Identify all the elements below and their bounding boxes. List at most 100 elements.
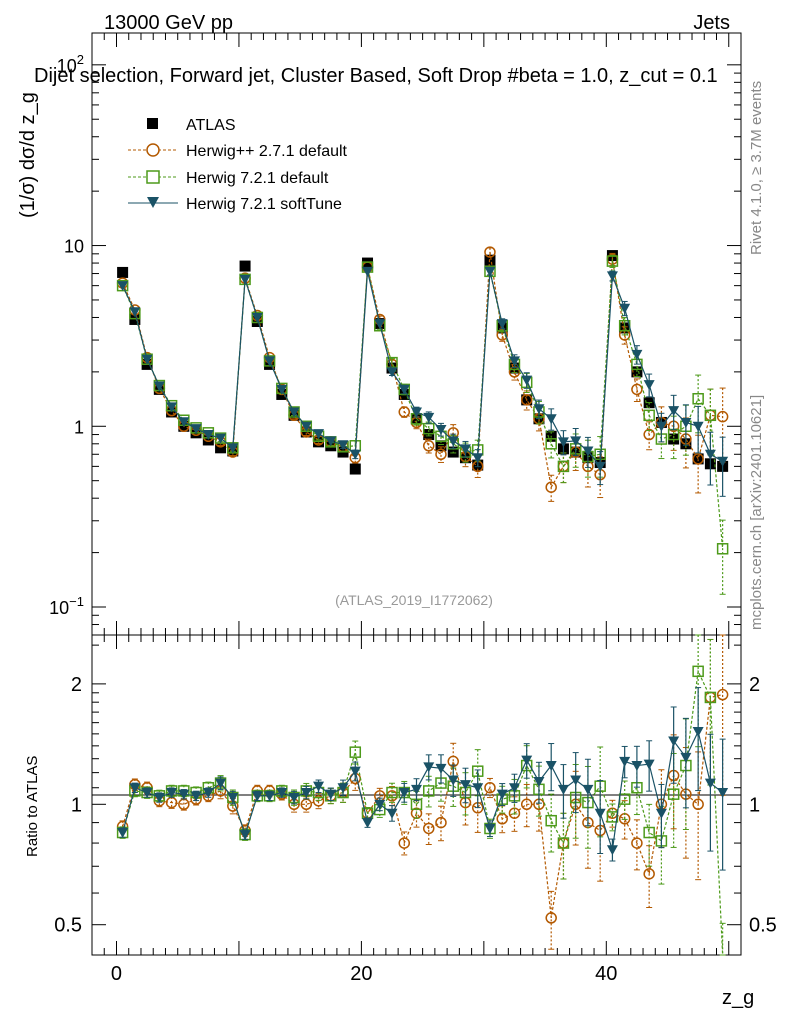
series-line — [122, 261, 724, 549]
data-point — [264, 356, 276, 367]
main-y-tick-label: 1 — [74, 417, 84, 437]
data-point — [521, 375, 533, 386]
ratio-point — [692, 727, 704, 738]
data-point — [141, 354, 153, 365]
data-point — [631, 349, 643, 360]
data-point — [398, 384, 410, 395]
data-point — [619, 303, 631, 314]
ratio-point — [288, 792, 300, 803]
ratio-line — [122, 729, 723, 850]
ratio-point — [606, 845, 618, 856]
ratio-point — [129, 783, 141, 794]
data-point — [374, 319, 386, 330]
legend-marker-herwig7-default — [146, 170, 160, 184]
data-point — [704, 449, 716, 460]
legend-marker-herwig7-softtune — [147, 197, 159, 208]
data-point — [545, 414, 557, 425]
ratio-point — [325, 789, 337, 800]
selection-title: Dijet selection, Forward jet, Cluster Ba… — [34, 65, 718, 87]
main-y-tick-label: 10−1 — [49, 594, 84, 618]
ratio-point — [227, 792, 239, 803]
ratio-point — [545, 912, 557, 924]
ratio-series-layer — [116, 634, 729, 956]
data-point — [594, 461, 606, 472]
ratio-series-2 — [117, 687, 729, 871]
data-point — [300, 421, 312, 432]
data-point — [508, 356, 520, 367]
data-point — [411, 407, 422, 418]
data-point — [643, 409, 655, 422]
ratio-point — [484, 781, 496, 794]
ratio-point — [631, 761, 643, 772]
data-point — [484, 266, 496, 277]
data-point — [484, 246, 496, 258]
ratio-point — [533, 777, 545, 788]
ratio-point — [692, 665, 704, 678]
ratio-point — [557, 837, 570, 849]
data-point — [129, 307, 141, 318]
ratio-point — [570, 775, 582, 786]
data-point — [631, 383, 643, 396]
ratio-point — [349, 766, 361, 777]
ratio-point — [472, 783, 484, 794]
data-point — [313, 429, 325, 440]
ratio-point — [362, 818, 374, 829]
data-point — [643, 428, 655, 441]
x-axis-ticks: 0 20 40 — [103, 33, 730, 985]
legend-marker-herwigpp — [146, 143, 160, 157]
data-point — [362, 266, 374, 277]
analysis-id-label: (ATLAS_2019_I1772062) — [335, 592, 493, 608]
ratio-point — [643, 868, 655, 880]
y-axis-label-main: (1/σ) dσ/d z_g — [17, 92, 39, 218]
legend-label-herwig7-default: Herwig 7.2.1 default — [186, 170, 329, 187]
data-point — [692, 393, 704, 405]
ratio-point — [239, 830, 251, 841]
data-point — [496, 319, 508, 330]
x-tick-label: 40 — [595, 963, 617, 985]
ratio-point — [251, 791, 263, 802]
ratio-axis-ticks: 0.5 0.5 1 1 2 2 — [54, 644, 777, 937]
data-point — [472, 453, 484, 464]
ratio-point — [496, 789, 508, 800]
ratio-point — [680, 752, 692, 763]
data-point — [668, 406, 680, 417]
data-point — [202, 430, 214, 441]
ratio-y-tick-label-right: 0.5 — [749, 915, 777, 937]
ratio-point — [313, 781, 325, 792]
ratio-point — [459, 780, 471, 791]
data-point — [117, 281, 129, 292]
ratio-point — [153, 792, 165, 803]
series-2 — [116, 254, 729, 595]
data-point — [435, 424, 447, 435]
ratio-point — [496, 813, 508, 825]
data-point — [239, 260, 251, 272]
main-y-tick-label: 10 — [64, 237, 84, 257]
data-point — [190, 424, 202, 435]
data-point — [288, 407, 300, 418]
ratio-y-tick-label-right: 1 — [749, 794, 760, 816]
data-point — [153, 381, 165, 392]
series-line — [122, 252, 723, 489]
data-point — [166, 402, 178, 413]
data-point — [435, 440, 447, 452]
ratio-point — [312, 795, 325, 807]
ratio-point — [619, 756, 631, 767]
ratio-point — [582, 784, 594, 795]
ratio-point — [717, 788, 729, 799]
data-point — [545, 438, 557, 450]
ratio-line — [122, 694, 723, 918]
ratio-point — [141, 788, 153, 799]
data-point — [117, 266, 129, 278]
ratio-point — [202, 788, 214, 799]
ratio-y-tick-label-left: 0.5 — [54, 915, 82, 937]
ratio-point — [692, 798, 704, 811]
data-point — [178, 417, 190, 428]
ratio-point — [386, 808, 398, 819]
data-point — [239, 274, 251, 285]
data-point — [692, 453, 704, 465]
ratio-point — [423, 762, 435, 773]
data-point — [704, 409, 717, 422]
category-label: Jets — [693, 12, 730, 34]
ratio-point — [484, 823, 496, 834]
ratio-point — [178, 789, 190, 800]
